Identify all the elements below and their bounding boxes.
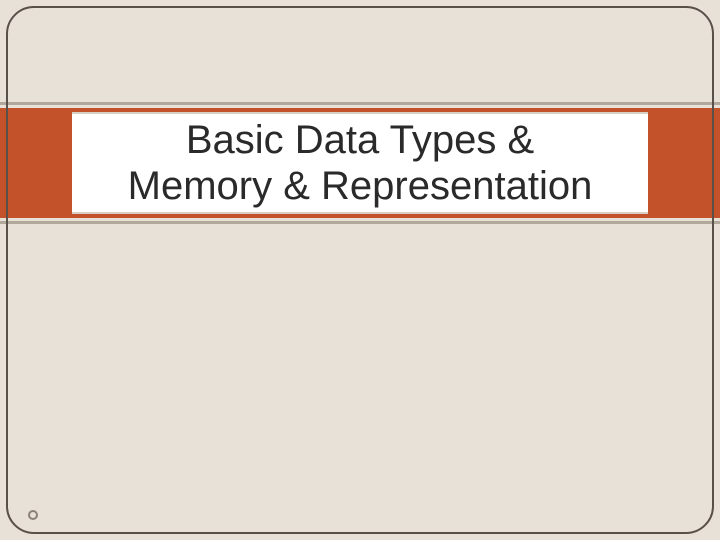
banner-line-bottom [0, 221, 720, 224]
title-line-1: Basic Data Types & [186, 118, 534, 162]
title-line-2: Memory & Representation [128, 164, 593, 208]
slide-title: Basic Data Types & Memory & Representati… [118, 111, 603, 215]
banner-line-top [0, 102, 720, 105]
title-box: Basic Data Types & Memory & Representati… [72, 112, 648, 214]
slide-border [6, 6, 714, 534]
footer-bullet-icon [28, 510, 38, 520]
